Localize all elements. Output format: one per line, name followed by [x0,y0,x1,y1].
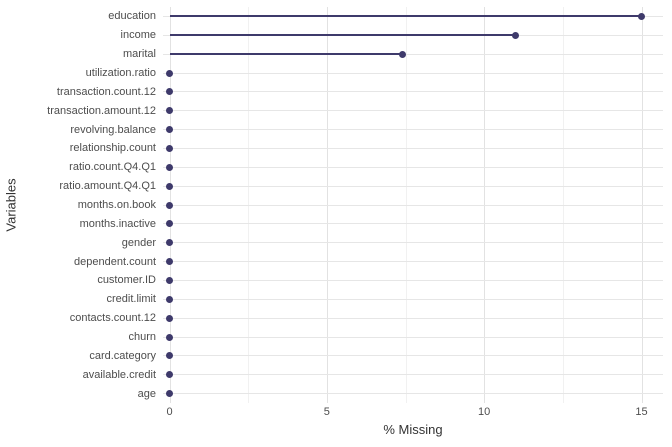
gridline-y [163,298,663,300]
lollipop-dot [166,258,173,266]
category-label: months.inactive [79,217,156,230]
lollipop-dot [166,88,173,96]
gridline-y [163,129,663,131]
lollipop-stem [169,53,403,56]
lollipop-stem [169,34,516,37]
x-tick-label: 10 [478,406,491,418]
category-label: dependent.count [74,255,156,268]
lollipop-dot [166,239,173,247]
lollipop-dot [166,276,173,284]
x-axis-title: % Missing [383,422,443,437]
category-label: gender [121,236,156,249]
category-label: relationship.count [69,142,156,155]
lollipop-dot [166,107,173,115]
gridline-y [163,279,663,281]
lollipop-dot [166,126,173,134]
lollipop-dot [166,220,173,228]
x-tick-label: 5 [323,406,330,418]
gridline-y [163,166,663,168]
gridline-y [163,91,663,93]
category-label: churn [128,331,156,343]
gridline-y [163,72,663,74]
category-label: income [120,29,156,42]
lollipop-dot [166,201,173,209]
lollipop-dot [638,12,645,20]
category-label: card.category [89,349,156,362]
gridline-y [163,147,663,149]
lollipop-dot [166,390,173,398]
category-label: age [137,387,156,400]
gridline-y [163,110,663,112]
category-label: months.on.book [77,199,156,211]
lollipop-dot [166,314,173,322]
lollipop-dot [166,182,173,190]
category-label: education [108,10,156,23]
lollipop-stem [169,15,642,18]
category-label: transaction.count.12 [56,85,156,98]
gridline-y [163,261,663,263]
lollipop-dot [166,371,173,379]
category-label: customer.ID [97,274,156,287]
category-label: transaction.amount.12 [47,104,156,117]
category-label: marital [122,48,156,61]
gridline-y [163,317,663,319]
category-label: utilization.ratio [85,67,156,79]
category-label: ratio.count.Q4.Q1 [69,161,156,174]
category-label: credit.limit [106,293,156,306]
category-label: ratio.amount.Q4.Q1 [59,180,156,193]
gridline-y [163,185,663,187]
x-tick-label: 15 [635,406,648,418]
gridline-y [163,242,663,244]
gridline-y [163,204,663,206]
lollipop-dot [166,144,173,152]
lollipop-dot [166,295,173,303]
lollipop-dot [398,50,406,58]
gridline-y [163,393,663,395]
lollipop-dot [166,69,173,77]
category-label: available.credit [82,368,156,381]
gridline-y [163,336,663,338]
category-label: contacts.count.12 [69,312,156,325]
gridline-y [163,355,663,357]
lollipop-dot [166,352,173,360]
gridline-y [163,223,663,225]
lollipop-dot [512,31,520,39]
lollipop-dot [166,333,173,341]
gridline-y [163,374,663,376]
gridline-y [163,53,663,55]
category-label: revolving.balance [70,123,156,136]
x-tick-label: 0 [166,406,173,418]
plot-panel [163,7,663,403]
lollipop-dot [166,163,173,171]
